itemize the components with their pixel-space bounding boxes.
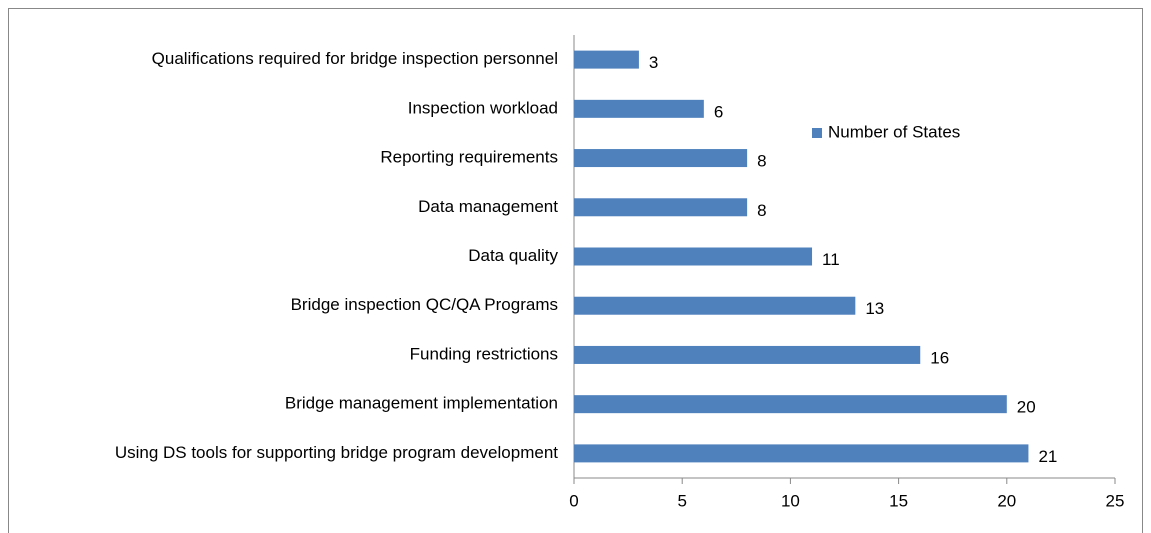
value-label: 16 (930, 348, 949, 367)
bar (574, 50, 639, 69)
y-tick-label: Bridge management implementation (285, 394, 558, 413)
value-label: 8 (757, 152, 766, 171)
bar (574, 99, 704, 118)
x-tick-label: 0 (569, 491, 578, 510)
value-label: 11 (822, 250, 840, 269)
y-tick-label: Reporting requirements (380, 148, 558, 167)
legend-label: Number of States (828, 122, 960, 141)
bar (574, 149, 748, 168)
x-tick-label: 10 (781, 491, 800, 510)
y-tick-label: Inspection workload (408, 98, 558, 117)
bar (574, 247, 813, 266)
value-label: 13 (865, 299, 884, 318)
value-label: 20 (1017, 398, 1036, 417)
bar (574, 296, 856, 315)
value-label: 6 (714, 102, 723, 121)
bar (574, 395, 1007, 414)
y-tick-label: Data quality (468, 246, 558, 265)
y-tick-label: Data management (418, 197, 558, 216)
value-label: 21 (1038, 447, 1057, 466)
x-tick-label: 5 (677, 491, 686, 510)
x-tick-label: 20 (997, 491, 1016, 510)
y-tick-label: Qualifications required for bridge inspe… (152, 49, 558, 68)
value-label: 8 (757, 201, 766, 220)
value-label: 3 (649, 53, 658, 72)
y-tick-label: Using DS tools for supporting bridge pro… (115, 443, 558, 462)
bar (574, 345, 921, 364)
x-tick-label: 25 (1106, 491, 1125, 510)
chart-border (8, 8, 1143, 533)
bar (574, 444, 1029, 463)
y-tick-label: Funding restrictions (410, 344, 558, 363)
bar (574, 198, 748, 217)
legend-swatch (812, 128, 822, 138)
x-tick-label: 15 (889, 491, 908, 510)
y-tick-label: Bridge inspection QC/QA Programs (291, 295, 558, 314)
